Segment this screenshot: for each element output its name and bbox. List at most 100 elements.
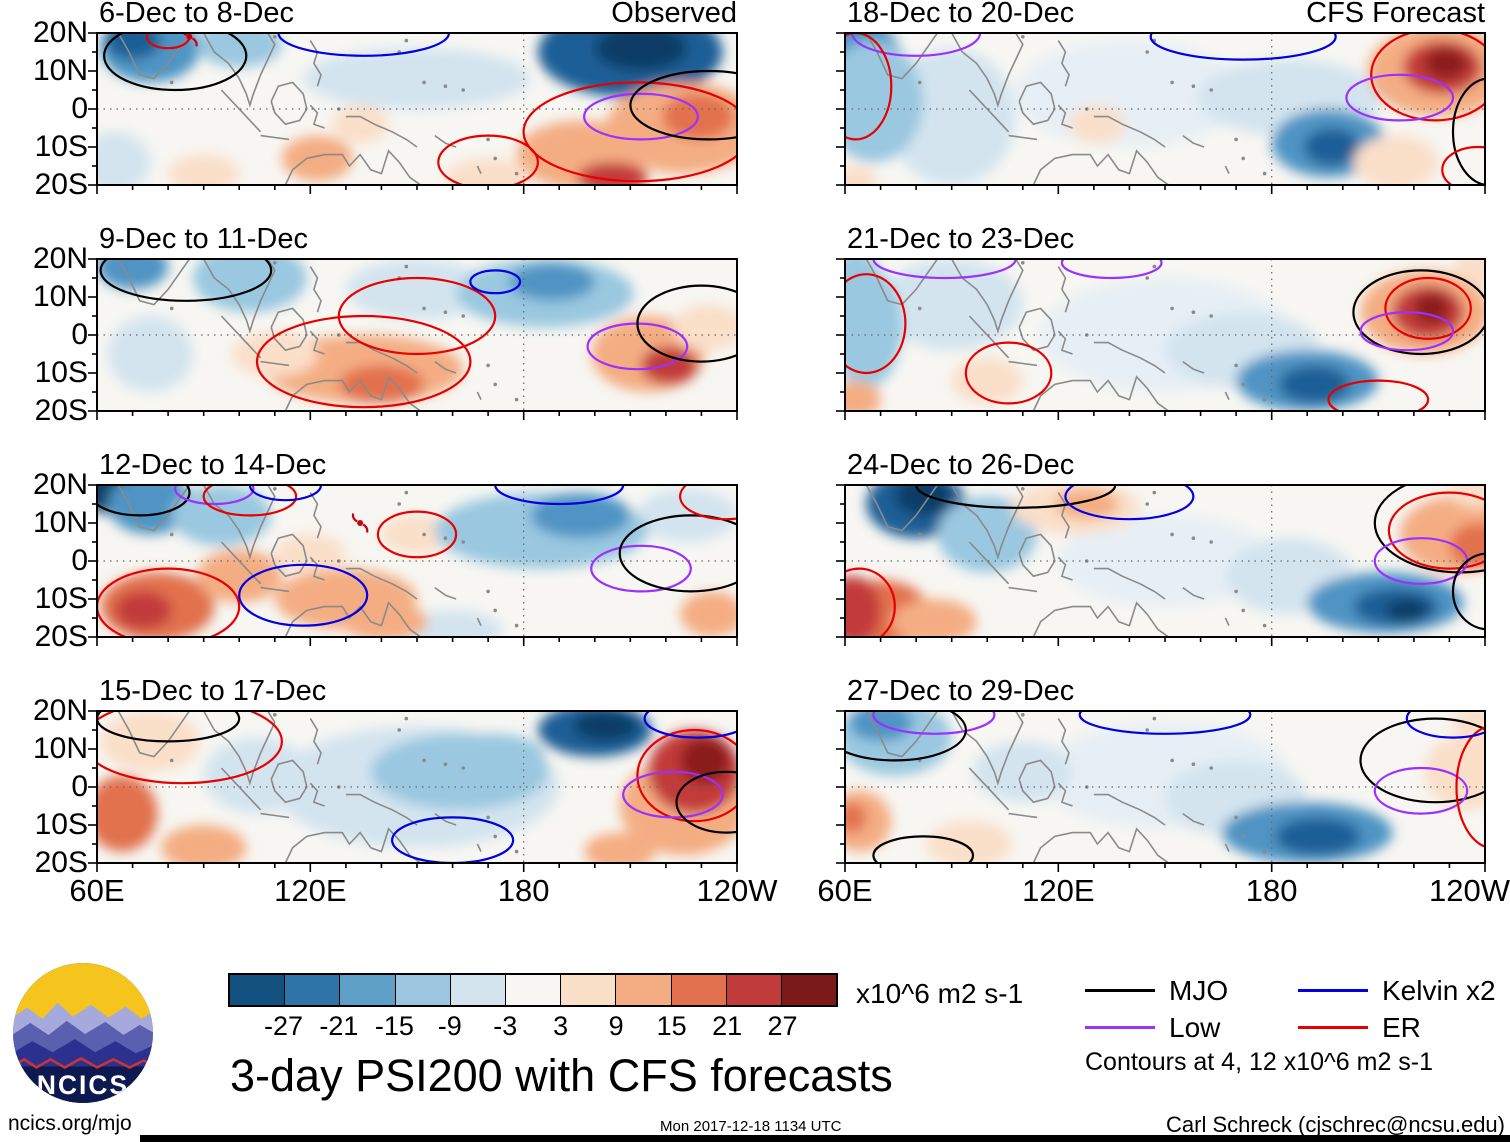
y-axis-label: 10N [32, 732, 88, 765]
island-dots [917, 35, 1267, 176]
y-axis-label: 10N [32, 280, 88, 313]
colorbar-segment [284, 975, 340, 1005]
colorbar-segment [615, 975, 671, 1005]
map-svg [836, 710, 1486, 872]
y-axis-label: 10N [32, 54, 88, 87]
legend-row: MJO Kelvin x2 [1085, 972, 1510, 1009]
colorbar-tick-label: 21 [712, 1011, 743, 1041]
legend-row: Low ER [1085, 1009, 1510, 1046]
map-panel [833, 483, 1489, 656]
colorbar [228, 973, 838, 1007]
map-svg [88, 710, 738, 872]
map-panel [833, 31, 1489, 204]
panel-corner-label: CFS Forecast [1306, 0, 1485, 29]
tropical-cyclone-icon [182, 33, 198, 47]
map-panel [833, 257, 1489, 430]
island-dots [169, 35, 519, 176]
coastlines [865, 33, 1230, 185]
island-dots [917, 261, 1267, 402]
x-axis-label: 120W [1429, 873, 1510, 908]
x-axis-label: 180 [497, 873, 550, 908]
map-svg [88, 484, 738, 646]
colorbar-tick-label: 27 [767, 1011, 798, 1041]
colorbar-segment [560, 975, 616, 1005]
footer-credit: Carl Schreck (cjschrec@ncsu.edu) [1166, 1112, 1505, 1137]
tropical-cyclone-icon [351, 513, 369, 533]
legend-item-mjo: MJO [1085, 972, 1298, 1009]
island-dots [169, 713, 519, 854]
y-axis-label: 10S [34, 356, 88, 389]
map-panel [833, 709, 1489, 882]
panel-title: 21-Dec to 23-Dec [847, 223, 1075, 255]
colorbar-segment [449, 975, 505, 1005]
coastlines [117, 485, 482, 637]
legend-label-low: Low [1169, 1011, 1221, 1043]
panel-corner-label: Observed [611, 0, 737, 29]
x-axis-label: 60E [69, 873, 125, 908]
colorbar-tick-label: 3 [553, 1011, 569, 1041]
map-panel [85, 483, 741, 656]
er-line-icon [1298, 1025, 1368, 1030]
footer-site-link[interactable]: ncics.org/mjo [8, 1112, 132, 1135]
legend-item-kelvin: Kelvin x2 [1298, 972, 1510, 1009]
colorbar-tick-label: 15 [656, 1011, 687, 1041]
mjo-line-icon [1085, 988, 1155, 993]
colorbar-tick-label: -3 [493, 1011, 518, 1041]
ncics-logo-icon: NCICS [13, 963, 153, 1103]
map-panel [85, 31, 741, 204]
legend-label-kelvin: Kelvin x2 [1382, 974, 1496, 1006]
x-axis-label: 120E [1022, 873, 1095, 908]
colorbar-tick-label: -15 [374, 1011, 414, 1041]
y-axis-label: 0 [71, 318, 88, 351]
y-axis-label: 20S [34, 168, 88, 201]
colorbar-tick-label: -9 [437, 1011, 462, 1041]
footer-timestamp: Mon 2017-12-18 1134 UTC [660, 1118, 842, 1135]
legend-item-low: Low [1085, 1009, 1298, 1046]
x-axis-label: 120E [274, 873, 347, 908]
coastlines [117, 33, 482, 185]
y-axis-label: 20N [32, 468, 88, 501]
map-svg [836, 32, 1486, 194]
panel-title: 18-Dec to 20-Dec [847, 0, 1075, 29]
panel-title: 27-Dec to 29-Dec [847, 675, 1075, 707]
y-axis-label: 20S [34, 394, 88, 427]
x-axis-label: 120W [696, 873, 778, 908]
bottom-border [140, 1135, 1510, 1142]
panel-title: 12-Dec to 14-Dec [99, 449, 327, 481]
low-line-icon [1085, 1025, 1155, 1030]
island-dots [917, 487, 1267, 628]
figure-title: 3-day PSI200 with CFS forecasts [230, 1050, 893, 1101]
kelvin-line-icon [1298, 988, 1368, 993]
colorbar-tick-label: -27 [263, 1011, 304, 1041]
ncics-logo: NCICS [12, 962, 154, 1104]
y-axis-label: 20S [34, 846, 88, 879]
contour-legend: MJO Kelvin x2 Low ER [1085, 972, 1510, 1046]
legend-label-er: ER [1382, 1011, 1421, 1043]
coastlines [865, 485, 1230, 637]
colorbar-units: x10^6 m2 s-1 [856, 978, 1024, 1009]
panel-title: 6-Dec to 8-Dec [99, 0, 295, 29]
y-axis-label: 0 [71, 92, 88, 125]
colorbar-segment [230, 975, 285, 1005]
legend-label-mjo: MJO [1169, 974, 1229, 1006]
island-dots [169, 487, 519, 628]
y-axis-label: 20N [32, 694, 88, 727]
y-axis-label: 0 [71, 544, 88, 577]
colorbar-labels: -27 -21 -15 -9 -3 3 9 15 21 27 [228, 1011, 848, 1043]
colorbar-tick-label: 9 [608, 1011, 624, 1041]
colorbar-tick-label: -21 [319, 1011, 359, 1041]
colorbar-segment [339, 975, 395, 1005]
colorbar-segment [394, 975, 450, 1005]
y-axis-label: 10S [34, 582, 88, 615]
y-axis-label: 20N [32, 242, 88, 275]
coastlines [865, 711, 1230, 863]
coastlines [117, 259, 482, 411]
y-axis-label: 0 [71, 770, 88, 803]
map-panel [85, 257, 741, 430]
coastlines [117, 711, 482, 863]
map-svg [836, 484, 1486, 646]
map-svg [88, 32, 738, 194]
panel-title: 9-Dec to 11-Dec [99, 223, 308, 255]
ncics-logo-text: NCICS [37, 1070, 129, 1100]
